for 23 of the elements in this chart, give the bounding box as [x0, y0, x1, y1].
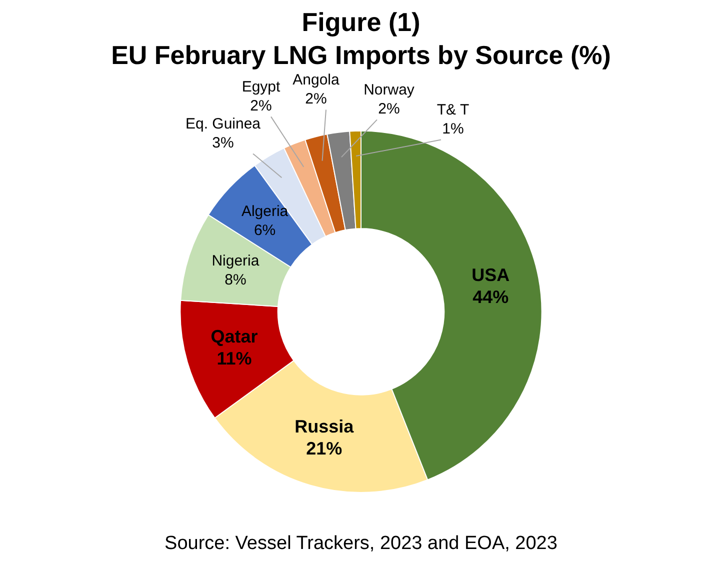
data-label: 21%: [306, 438, 342, 458]
data-label: 2%: [378, 100, 400, 118]
slice-label: Norway: [364, 81, 415, 98]
source-note: Source: Vessel Trackers, 2023 and EOA, 2023: [164, 533, 558, 555]
data-label: 8%: [224, 272, 246, 289]
slice-label: Algeria: [241, 202, 289, 220]
slice-label: USA: [472, 264, 510, 285]
chart-title: Figure (1): [302, 6, 420, 37]
data-label: 6%: [254, 222, 276, 239]
data-label: 1%: [442, 120, 464, 138]
slice-label: Qatar: [210, 326, 258, 346]
slice-label: Nigeria: [212, 252, 260, 270]
slice-label: Egypt: [242, 78, 282, 96]
data-label: 2%: [250, 97, 272, 114]
slice-label: Russia: [294, 416, 355, 436]
slice-label: Angola: [292, 71, 340, 88]
data-label: 11%: [216, 348, 252, 368]
data-label: 2%: [305, 90, 327, 108]
data-label: 44%: [472, 286, 509, 307]
slice-label: Eq. Guinea: [185, 115, 262, 132]
chart-subtitle: EU February LNG Imports by Source (%): [111, 40, 611, 70]
slice-label: T& T: [436, 101, 470, 118]
data-label: 3%: [212, 134, 234, 152]
